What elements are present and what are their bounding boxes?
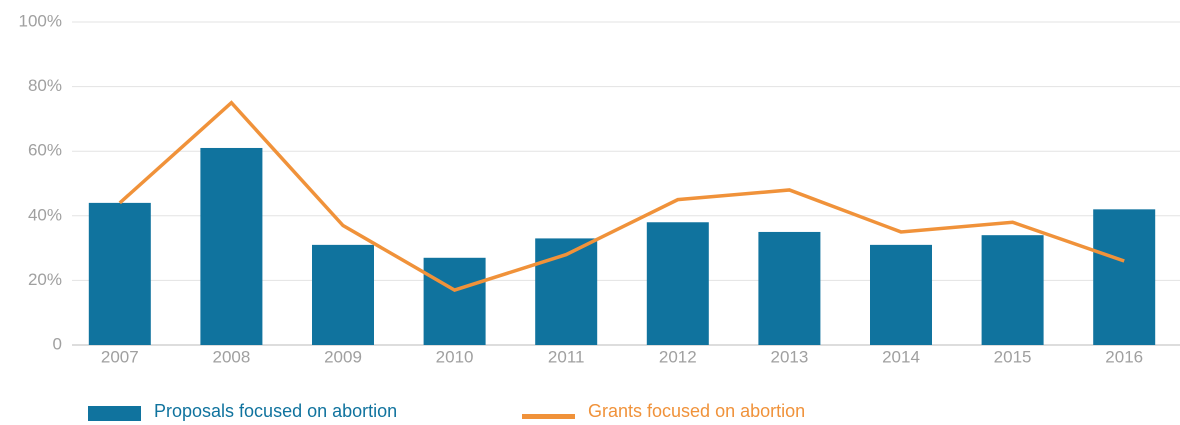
legend-label: Proposals focused on abortion <box>154 401 397 421</box>
bar <box>870 244 932 345</box>
legend-swatch <box>522 414 575 419</box>
bar <box>1093 209 1156 345</box>
x-tick-label: 2009 <box>324 347 362 366</box>
x-tick-label: 2008 <box>212 347 250 366</box>
x-tick-label: 2015 <box>994 347 1032 366</box>
x-tick-label: 2007 <box>101 347 139 366</box>
y-tick-label: 80% <box>28 76 62 95</box>
y-tick-label: 100% <box>19 11 62 30</box>
bar <box>200 147 263 345</box>
x-tick-label: 2016 <box>1105 347 1143 366</box>
legend-swatch <box>88 406 141 421</box>
x-tick-label: 2010 <box>436 347 474 366</box>
y-tick-label: 20% <box>28 270 62 289</box>
bar <box>981 235 1044 345</box>
legend: Proposals focused on abortion Grants focu… <box>88 401 805 421</box>
bar <box>646 222 709 345</box>
x-tick-label: 2012 <box>659 347 697 366</box>
y-tick-label: 0 <box>53 334 62 353</box>
bar <box>88 202 151 345</box>
y-tick-label: 60% <box>28 141 62 160</box>
x-tick-label: 2014 <box>882 347 920 366</box>
x-tick-label: 2011 <box>548 347 585 366</box>
legend-label: Grants focused on abortion <box>588 401 805 421</box>
line <box>118 100 1125 292</box>
bar <box>758 231 821 345</box>
x-tick-label: 2013 <box>770 347 808 366</box>
bar <box>312 244 374 345</box>
y-tick-label: 40% <box>28 205 62 224</box>
bar <box>423 257 486 345</box>
